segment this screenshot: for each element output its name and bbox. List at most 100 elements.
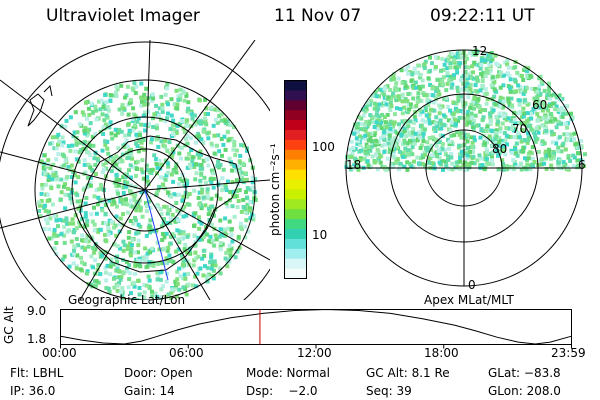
aurora-pixel	[447, 167, 452, 171]
aurora-pixel	[121, 191, 126, 195]
aurora-pixel	[239, 143, 244, 148]
aurora-pixel	[165, 149, 170, 154]
aurora-pixel	[428, 107, 433, 112]
aurora-pixel	[114, 181, 119, 186]
aurora-pixel	[199, 221, 204, 226]
aurora-pixel	[578, 144, 583, 149]
aurora-pixel	[214, 193, 219, 198]
aurora-pixel	[458, 166, 463, 171]
aurora-pixel	[169, 259, 174, 263]
aurora-pixel	[551, 132, 556, 136]
aurora-pixel	[150, 92, 155, 97]
aurora-pixel	[385, 112, 390, 117]
aurora-pixel	[185, 178, 190, 183]
aurora-pixel	[506, 84, 511, 89]
aurora-pixel	[203, 180, 208, 185]
aurora-pixel	[134, 84, 139, 89]
aurora-pixel	[571, 164, 576, 169]
aurora-pixel	[47, 174, 52, 179]
aurora-pixel	[219, 112, 224, 117]
aurora-pixel	[182, 90, 186, 95]
aurora-pixel	[201, 234, 206, 239]
aurora-pixel	[103, 139, 108, 144]
aurora-pixel	[361, 146, 366, 151]
aurora-pixel	[194, 134, 199, 139]
aurora-pixel	[43, 208, 48, 213]
aurora-pixel	[100, 253, 105, 258]
aurora-pixel	[454, 122, 458, 127]
aurora-pixel	[118, 222, 123, 227]
aurora-pixel	[48, 166, 53, 170]
aurora-pixel	[163, 138, 168, 143]
aurora-pixel	[525, 111, 530, 116]
aurora-pixel	[459, 49, 464, 54]
altitude-xtick-2: 12:00	[297, 346, 332, 360]
aurora-pixel	[126, 112, 131, 117]
aurora-pixel	[475, 78, 480, 83]
aurora-pixel	[202, 175, 207, 180]
aurora-pixel	[379, 120, 383, 125]
aurora-pixel	[209, 196, 214, 201]
aurora-pixel	[124, 197, 128, 202]
aurora-pixel	[458, 155, 462, 160]
aurora-pixel	[216, 179, 221, 184]
aurora-pixel	[375, 115, 380, 120]
aurora-pixel	[84, 271, 89, 276]
aurora-pixel	[74, 264, 79, 269]
aurora-pixel	[231, 189, 236, 194]
aurora-pixel	[460, 153, 465, 158]
aurora-pixel	[402, 105, 407, 110]
aurora-pixel	[529, 111, 533, 116]
aurora-pixel	[175, 277, 180, 282]
aurora-pixel	[116, 146, 121, 151]
aurora-pixel	[438, 118, 443, 123]
aurora-pixel	[406, 148, 411, 153]
aurora-pixel	[135, 230, 140, 235]
aurora-pixel	[535, 103, 540, 108]
aurora-pixel	[98, 272, 103, 277]
aurora-pixel	[238, 161, 243, 166]
aurora-pixel	[98, 107, 103, 112]
aurora-pixel	[460, 75, 465, 80]
aurora-pixel	[515, 70, 520, 75]
aurora-pixel	[559, 106, 564, 110]
aurora-pixel	[205, 279, 210, 284]
aurora-pixel	[108, 93, 113, 98]
aurora-pixel	[193, 122, 198, 127]
aurora-pixel	[114, 175, 119, 180]
aurora-pixel	[156, 188, 161, 193]
aurora-pixel	[115, 204, 119, 209]
aurora-pixel	[506, 99, 511, 104]
aurora-pixel	[525, 158, 529, 163]
aurora-pixel	[390, 130, 395, 134]
aurora-pixel	[92, 250, 97, 255]
aurora-pixel	[245, 202, 250, 207]
aurora-pixel	[178, 274, 183, 279]
aurora-pixel	[248, 206, 252, 211]
aurora-pixel	[556, 108, 561, 112]
aurora-pixel	[103, 221, 108, 226]
aurora-pixel	[200, 166, 205, 171]
aurora-pixel	[46, 158, 51, 163]
aurora-pixel	[415, 138, 420, 143]
aurora-pixel	[108, 272, 113, 277]
aurora-pixel	[129, 253, 133, 258]
aurora-pixel	[186, 272, 191, 276]
aurora-pixel	[523, 128, 528, 133]
aurora-pixel	[440, 56, 445, 61]
aurora-pixel	[137, 292, 142, 297]
aurora-pixel	[127, 230, 132, 235]
aurora-pixel	[560, 114, 565, 119]
aurora-pixel	[391, 152, 396, 157]
aurora-pixel	[222, 134, 227, 139]
aurora-pixel	[517, 135, 522, 140]
aurora-pixel	[507, 164, 512, 169]
aurora-pixel	[444, 95, 449, 100]
aurora-pixel	[472, 135, 476, 140]
aurora-pixel	[64, 219, 69, 224]
aurora-pixel	[177, 181, 181, 186]
aurora-pixel	[395, 131, 400, 136]
aurora-pixel	[542, 141, 547, 146]
aurora-pixel	[408, 138, 412, 143]
aurora-pixel	[89, 212, 94, 217]
